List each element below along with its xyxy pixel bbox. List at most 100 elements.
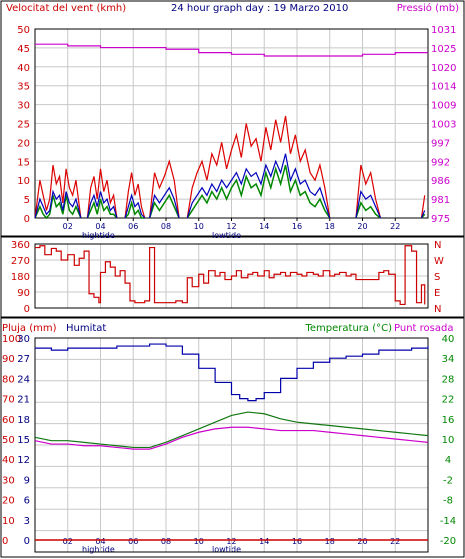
temperature-y-label-34: 34	[442, 354, 455, 365]
wind-average-series-5	[355, 189, 382, 219]
direction-compass-label-1: W	[434, 256, 444, 267]
climate-x-label-22: 22	[390, 537, 400, 546]
pressure-y-label-1014: 1014	[431, 82, 456, 93]
wind-green-series-1	[86, 198, 118, 219]
temperature-series	[34, 411, 429, 449]
direction-y-label-270: 270	[11, 256, 30, 267]
rain-y-label-100: 100	[2, 334, 21, 345]
climate-x-label-12: 12	[226, 537, 236, 546]
rain-y-label-80: 80	[2, 374, 15, 385]
wind-x-label-02: 02	[63, 222, 73, 231]
hightide-label-top: hightide	[82, 231, 115, 240]
dewpoint-series	[34, 426, 429, 450]
wind-x-label-14: 14	[259, 222, 269, 231]
temperature-y-label--8: -8	[443, 496, 453, 507]
climate-x-label-04: 04	[95, 537, 105, 546]
temperature-y-label-40: 40	[442, 334, 455, 345]
wind-average-series-6	[420, 210, 426, 219]
humidity-y-label-9: 27	[17, 354, 30, 365]
rain-y-label-20: 20	[2, 496, 15, 507]
pressure-y-label-1003: 1003	[431, 120, 456, 131]
wind-gust-series-6	[420, 195, 426, 219]
pressure-y-label-1009: 1009	[431, 101, 456, 112]
humidity-y-label-4: 12	[17, 455, 30, 466]
humidity-y-label-8: 24	[17, 374, 30, 385]
temperature-y-label-10: 10	[442, 435, 455, 446]
pressure-label: Pressió (mb)	[397, 2, 459, 14]
pressure-y-label-1025: 1025	[431, 44, 456, 55]
climate-x-label-10: 10	[194, 537, 204, 546]
wind-green-series-5	[355, 201, 381, 219]
humidity-y-label-3: 9	[24, 475, 30, 486]
wind-average-series-0	[34, 189, 82, 219]
humidity-y-label-2: 6	[24, 496, 30, 507]
hightide-label-bottom: hightide	[82, 545, 115, 554]
pressure-y-label-992: 992	[431, 157, 450, 168]
humidity-y-label-1: 3	[24, 516, 30, 527]
direction-compass-label-3: E	[434, 288, 440, 299]
wind-y-label-25: 25	[17, 120, 30, 131]
rain-label: Pluja (mm)	[2, 323, 57, 334]
wind-y-label-30: 30	[17, 101, 30, 112]
rain-y-label-90: 90	[2, 354, 15, 365]
direction-compass-label-2: S	[434, 272, 440, 283]
rain-y-label-50: 50	[2, 435, 15, 446]
wind-speed-label: Velocitat del vent (kmh)	[6, 3, 126, 14]
temperature-label: Temperatura (°C)	[304, 323, 392, 334]
climate-x-label-18: 18	[325, 537, 335, 546]
temperature-y-label--2: -2	[443, 475, 453, 486]
wind-x-label-04: 04	[95, 222, 105, 231]
wind-y-label-15: 15	[17, 157, 30, 168]
wind-x-label-12: 12	[226, 222, 236, 231]
wind-pressure-chart: 02 04 06 08 10 12 14 16 18 20 22 0 5 10 15 20 25 30 35 40 45…	[17, 25, 456, 231]
wind-gust-series-4	[186, 115, 331, 219]
temperature-y-label--14: -14	[440, 516, 456, 527]
climate-x-label-08: 08	[161, 537, 171, 546]
rain-y-label-70: 70	[2, 395, 15, 406]
direction-y-label-180: 180	[11, 272, 30, 283]
wind-green-series-0	[34, 195, 82, 220]
pressure-y-label-975: 975	[431, 214, 450, 225]
wind-x-label-08: 08	[161, 222, 171, 231]
bottom-panel-border	[0, 317, 465, 558]
wind-y-label-40: 40	[17, 63, 30, 74]
humidity-y-label-10: 30	[17, 334, 30, 345]
pressure-y-label-1031: 1031	[431, 25, 456, 36]
climate-x-label-20: 20	[357, 537, 367, 546]
wind-green-series-2	[124, 200, 145, 219]
top-panel-border	[0, 0, 465, 237]
rain-y-label-10: 10	[2, 516, 15, 527]
wind-y-label-45: 45	[17, 44, 30, 55]
wind-x-label-18: 18	[325, 222, 335, 231]
humidity-y-label-5: 15	[17, 435, 30, 446]
temperature-y-label-4: 4	[445, 455, 451, 466]
humidity-y-label-0: 0	[24, 536, 30, 547]
pressure-y-label-981: 981	[431, 195, 450, 206]
direction-plot-frame	[34, 243, 429, 309]
climate-x-label-16: 16	[292, 537, 302, 546]
direction-y-label-90: 90	[17, 288, 30, 299]
climate-x-label-14: 14	[259, 537, 269, 546]
wind-direction-series	[35, 245, 426, 306]
wind-average-series-4	[186, 153, 331, 219]
wind-x-label-22: 22	[390, 222, 400, 231]
wind-gust-series-5	[355, 164, 382, 219]
rain-y-label-40: 40	[2, 455, 15, 466]
humidity-label: Humitat	[66, 323, 106, 334]
rain-y-label-0: 0	[2, 536, 8, 547]
temperature-y-label-22: 22	[442, 395, 455, 406]
dewpoint-label: Punt rosada	[394, 323, 453, 334]
rain-y-label-30: 30	[2, 475, 15, 486]
wind-green-series-3	[148, 193, 180, 219]
wind-x-label-16: 16	[292, 222, 302, 231]
wind-x-label-20: 20	[357, 222, 367, 231]
temperature-y-label--20: -20	[440, 536, 456, 547]
wind-y-label-20: 20	[17, 138, 30, 149]
direction-y-label-0: 0	[24, 304, 30, 315]
wind-gust-series-3	[149, 159, 180, 219]
humidity-y-label-6: 18	[17, 415, 30, 426]
wind-y-label-10: 10	[17, 176, 30, 187]
